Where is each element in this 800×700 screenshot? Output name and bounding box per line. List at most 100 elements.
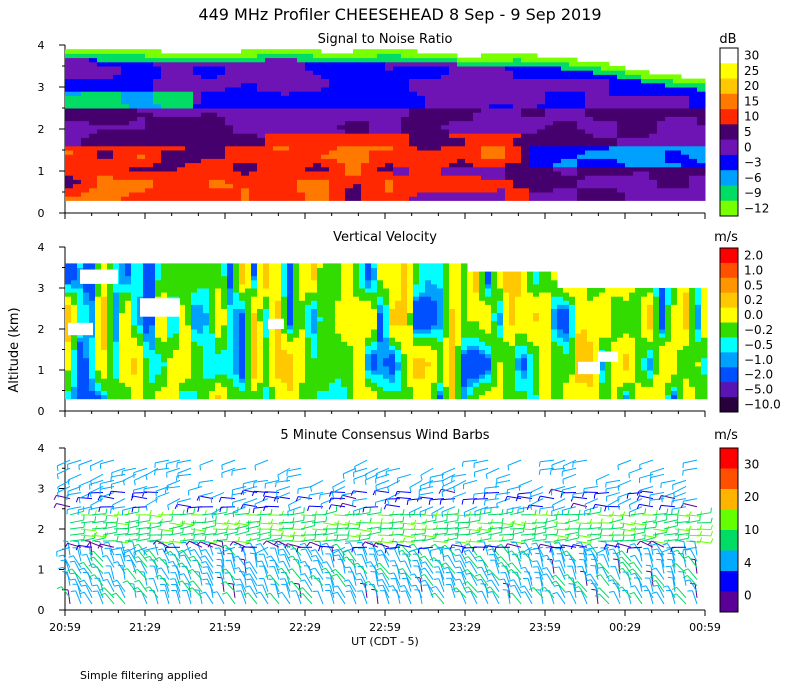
snr-cell xyxy=(249,175,258,180)
vv-cell xyxy=(101,361,108,367)
vv-cell xyxy=(257,329,264,334)
vv-cell xyxy=(149,329,156,334)
snr-cell xyxy=(393,150,402,155)
vv-cell xyxy=(401,275,408,281)
vv-cell xyxy=(179,292,186,297)
vv-cell xyxy=(239,345,246,350)
snr-cell xyxy=(577,175,586,180)
vv-cell xyxy=(275,279,282,285)
snr-cell xyxy=(513,133,522,138)
snr-cell xyxy=(225,112,234,117)
vv-cell xyxy=(407,382,414,387)
vv-cell xyxy=(113,304,120,309)
snr-cell xyxy=(393,166,402,172)
vv-cell xyxy=(245,365,252,371)
snr-cell xyxy=(585,145,594,151)
vv-cell xyxy=(287,263,294,268)
vv-cell xyxy=(137,361,144,367)
snr-cell xyxy=(273,99,282,105)
vv-cell xyxy=(377,292,384,297)
snr-cell xyxy=(617,91,626,96)
snr-cell xyxy=(273,183,282,189)
snr-cell xyxy=(593,183,602,189)
snr-cell xyxy=(113,82,122,88)
vv-cell xyxy=(371,374,378,379)
snr-cell xyxy=(145,179,154,185)
snr-cell xyxy=(265,150,274,155)
snr-cell xyxy=(249,91,258,96)
snr-cell xyxy=(97,192,106,197)
vv-cell xyxy=(395,329,402,334)
vv-cell xyxy=(203,333,210,338)
vv-cell xyxy=(413,390,420,396)
snr-cell xyxy=(401,57,410,63)
snr-cell xyxy=(409,133,418,138)
snr-cell xyxy=(673,133,682,138)
vv-cell xyxy=(419,365,426,371)
snr-cell xyxy=(361,133,370,138)
vv-cell xyxy=(101,337,108,342)
snr-cell xyxy=(313,175,322,180)
vv-cell xyxy=(347,357,354,363)
snr-cell xyxy=(329,124,338,130)
vv-cell xyxy=(191,279,198,285)
snr-cell xyxy=(697,103,706,109)
snr-cell xyxy=(265,57,274,63)
snr-cell xyxy=(337,91,346,96)
vv-cell xyxy=(131,341,138,346)
snr-cell xyxy=(393,145,402,151)
vv-cell xyxy=(65,316,72,322)
snr-cell xyxy=(505,187,514,193)
snr-cell xyxy=(137,179,146,185)
snr-cell xyxy=(473,187,482,193)
vv-cell xyxy=(65,357,72,363)
snr-cell xyxy=(425,187,434,193)
vv-cell xyxy=(101,349,108,355)
snr-cell xyxy=(281,175,290,180)
snr-cell xyxy=(641,145,650,151)
snr-cell xyxy=(217,158,226,164)
vv-cell xyxy=(377,263,384,268)
snr-cell xyxy=(505,61,514,67)
snr-cell xyxy=(505,154,514,159)
snr-cell xyxy=(145,162,154,168)
colorbar-swatch xyxy=(720,48,738,64)
snr-cell xyxy=(585,78,594,84)
snr-cell xyxy=(497,162,506,168)
snr-cell xyxy=(521,183,530,189)
snr-cell xyxy=(697,187,706,193)
snr-cell xyxy=(577,91,586,96)
snr-cell xyxy=(409,87,418,92)
snr-cell xyxy=(137,91,146,96)
snr-cell xyxy=(177,87,186,92)
vv-cell xyxy=(329,382,336,387)
snr-cell xyxy=(177,66,186,71)
snr-cell xyxy=(121,133,130,138)
vv-cell xyxy=(113,316,120,322)
snr-cell xyxy=(681,120,690,126)
snr-cell xyxy=(521,192,530,197)
vv-cell xyxy=(353,394,360,400)
snr-cell xyxy=(329,145,338,151)
vv-cell xyxy=(389,378,396,383)
snr-cell xyxy=(241,66,250,71)
snr-cell xyxy=(529,70,538,75)
snr-cell xyxy=(313,187,322,193)
vv-cell xyxy=(107,386,114,391)
vv-cell xyxy=(317,316,324,322)
vv-cell xyxy=(371,337,378,342)
snr-cell xyxy=(305,120,314,126)
vv-cell xyxy=(95,357,102,363)
vv-cell xyxy=(167,288,174,293)
vv-cell xyxy=(101,345,108,350)
snr-cell xyxy=(577,171,586,176)
vv-cell xyxy=(365,378,372,383)
vv-cell xyxy=(287,296,294,301)
vv-cell xyxy=(77,337,84,342)
colorbar-swatch xyxy=(720,200,738,217)
snr-cell xyxy=(369,95,378,101)
vv-cell xyxy=(101,382,108,387)
snr-cell xyxy=(449,129,458,134)
snr-cell xyxy=(393,53,402,59)
vv-cell xyxy=(77,304,84,309)
